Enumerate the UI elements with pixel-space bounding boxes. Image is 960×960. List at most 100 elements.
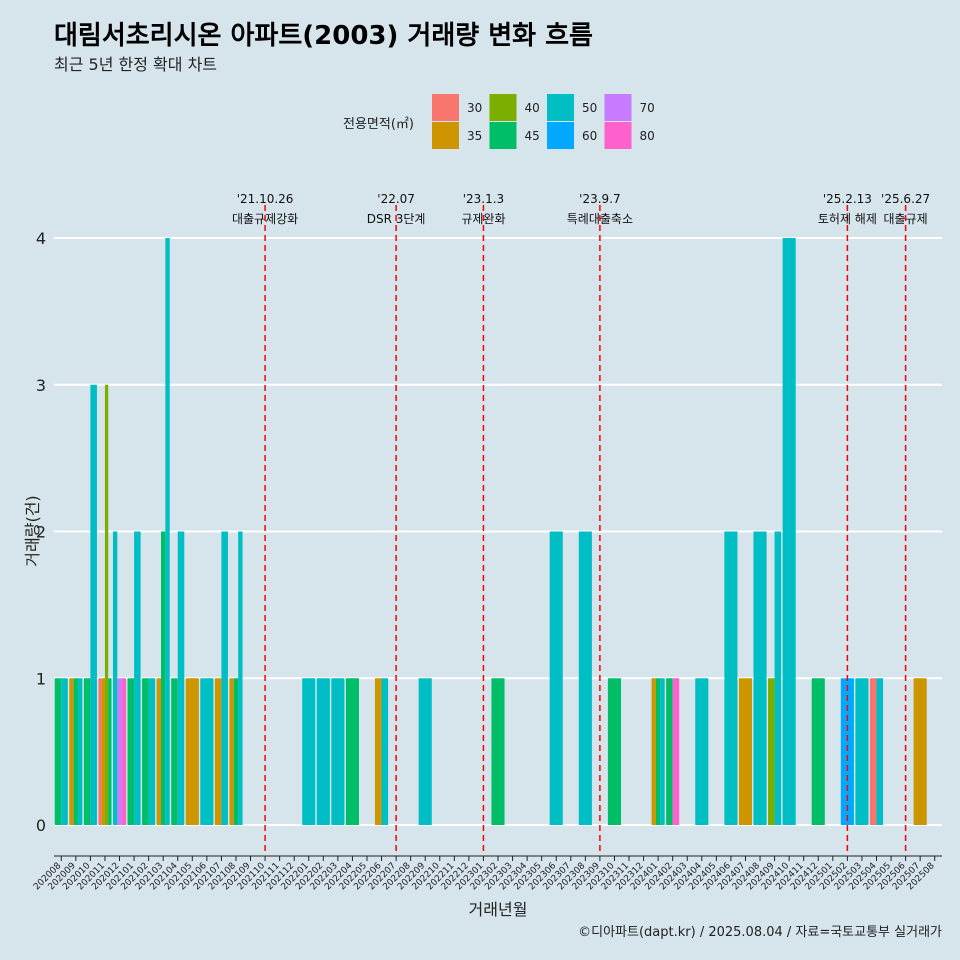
bar-202108-35	[229, 678, 234, 825]
bars	[54, 238, 927, 825]
y-tick-1: 1	[36, 669, 46, 688]
bar-202101-50	[134, 531, 141, 825]
bar-202103-45	[160, 531, 166, 825]
legend-label-60: 60	[582, 129, 597, 143]
bar-202011-40	[104, 384, 109, 825]
bar-202410-50	[782, 238, 796, 825]
y-axis-label: 거래량(건)	[23, 495, 42, 566]
bar-202010-50	[90, 384, 97, 825]
bar-202103-35	[156, 678, 161, 825]
bar-202009-45	[73, 678, 79, 825]
bar-202407-35	[738, 678, 753, 825]
legend-swatch-35	[432, 122, 459, 149]
bar-202102-45	[142, 678, 149, 825]
bar-202408-50	[753, 531, 767, 825]
event-label-4: 토허제 해제	[818, 212, 877, 226]
bar-202209-50	[418, 678, 432, 825]
bar-202402-45	[666, 678, 673, 825]
legend-swatch-30	[432, 94, 459, 121]
bar-202409-40	[768, 678, 775, 825]
y-tick-4: 4	[36, 229, 46, 248]
legend-label-45: 45	[525, 129, 540, 143]
bar-202201-50	[302, 678, 316, 825]
bar-202107-35	[214, 678, 222, 825]
bar-202206-35	[374, 678, 382, 825]
y-tick-0: 0	[36, 816, 46, 835]
bar-202102-50	[148, 678, 156, 825]
bar-202203-50	[331, 678, 345, 825]
event-lines: '21.10.26 대출규제강화 '22.07 DSR 3단계 '23.1.3 규제완화 '…	[232, 192, 930, 852]
legend-label-30: 30	[467, 101, 482, 115]
chart-title: 대림서초리시온 아파트(2003) 거래량 변화 흐름	[54, 21, 593, 51]
bar-202202-50	[316, 678, 330, 825]
x-axis: 2020082020092020102020112020122021012021…	[32, 855, 942, 892]
x-axis-label: 거래년월	[469, 900, 528, 919]
legend-swatch-60	[547, 122, 574, 149]
bar-202406-50	[724, 531, 738, 825]
legend-label-50: 50	[582, 101, 597, 115]
event-date-0: '21.10.26	[237, 192, 294, 206]
bar-202204-45	[345, 678, 359, 825]
event-label-2: 규제완화	[461, 212, 505, 226]
bar-202012-50	[112, 531, 118, 825]
event-date-3: '23.9.7	[579, 192, 620, 206]
event-label-0: 대출규제강화	[232, 212, 298, 226]
y-tick-3: 3	[36, 376, 46, 395]
bar-202310-45	[607, 678, 622, 825]
bar-202012-70	[117, 678, 122, 825]
legend-swatch-40	[489, 94, 517, 121]
event-date-2: '23.1.3	[463, 192, 504, 206]
legend-swatch-50	[547, 94, 574, 121]
chart-subtitle: 최근 5년 한정 확대 차트	[54, 55, 217, 74]
bar-202011-35	[101, 678, 105, 825]
bar-202504-30	[869, 678, 877, 825]
bar-202502-60	[840, 678, 854, 825]
bar-202308-50	[578, 531, 592, 825]
legend-swatch-70	[604, 94, 632, 121]
legend-title: 전용면적(㎡)	[343, 117, 414, 132]
bar-202106-50	[200, 678, 214, 825]
legend-label-35: 35	[467, 129, 482, 143]
bar-202504-50	[876, 678, 884, 825]
bar-202401-45	[655, 678, 661, 825]
bar-202401-50	[660, 678, 665, 825]
bar-202008-45	[54, 678, 62, 825]
bar-202401-35	[651, 678, 656, 825]
bar-202206-50	[381, 678, 389, 825]
bar-202306-50	[549, 531, 563, 825]
bar-202404-50	[695, 678, 709, 825]
legend-swatch-80	[604, 122, 632, 149]
bar-202108-45	[233, 678, 239, 825]
legend-label-80: 80	[640, 129, 655, 143]
event-label-3: 특례대출축소	[567, 212, 633, 226]
bar-202103-50	[165, 238, 170, 825]
y-tick-2: 2	[36, 523, 46, 542]
bar-202107-50	[221, 531, 228, 825]
bar-202010-45	[83, 678, 91, 825]
legend-label-40: 40	[525, 101, 540, 115]
event-label-5: 대출규제	[884, 212, 928, 226]
bar-202011-30	[98, 678, 102, 825]
bar-202108-50	[238, 531, 243, 825]
event-label-1: DSR 3단계	[367, 212, 426, 226]
bar-202302-45	[491, 678, 505, 825]
bar-202101-45	[127, 678, 135, 825]
bar-202507-35	[913, 678, 927, 825]
bar-202402-80	[672, 678, 680, 825]
caption: ©디아파트(dapt.kr) / 2025.08.04 / 자료=국토교통부 실…	[578, 925, 942, 940]
legend-swatch-45	[489, 122, 517, 149]
bar-202009-35	[69, 678, 74, 825]
bar-202412-45	[811, 678, 825, 825]
legend-label-70: 70	[640, 101, 655, 115]
bar-202105-35	[185, 678, 199, 825]
bar-202104-50	[177, 531, 185, 825]
bar-202011-45	[108, 678, 112, 825]
bar-202012-80	[121, 678, 127, 825]
bar-202008-50	[61, 678, 68, 825]
bar-202009-50	[78, 678, 83, 825]
legend: 전용면적(㎡) 30 35 40 45 50 60 70 80	[343, 94, 655, 149]
event-date-1: '22.07	[377, 192, 415, 206]
y-axis: 0 1 2 3 4	[36, 229, 46, 835]
bar-202503-50	[855, 678, 869, 825]
